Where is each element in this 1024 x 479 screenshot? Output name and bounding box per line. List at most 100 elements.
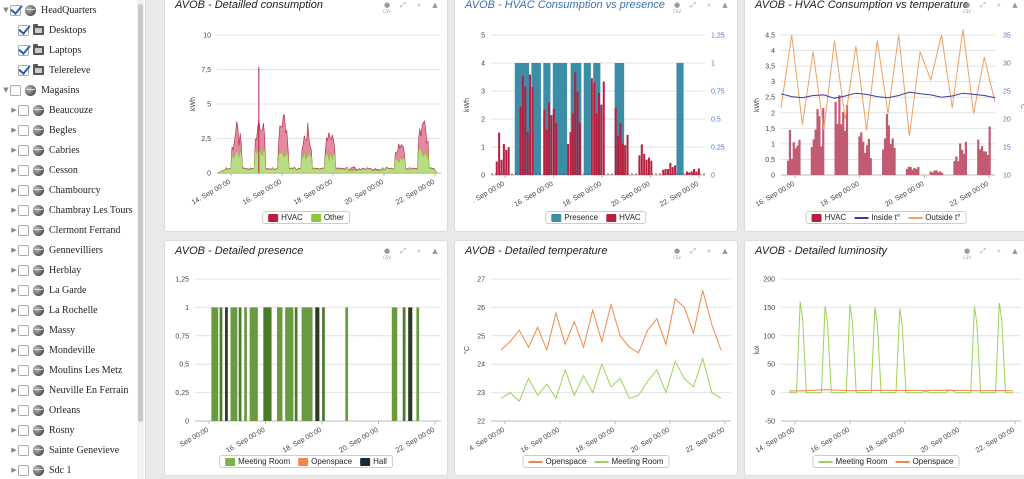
checkbox[interactable] bbox=[18, 444, 29, 456]
fullscreen-icon[interactable]: ⤢ bbox=[400, 1, 406, 9]
checkbox[interactable] bbox=[18, 324, 29, 336]
expand-arrow-icon[interactable]: ▼ bbox=[3, 6, 9, 14]
expand-arrow-icon[interactable]: ▶ bbox=[11, 186, 17, 194]
fullscreen-icon[interactable]: ⤢ bbox=[980, 247, 986, 255]
expand-arrow-icon[interactable]: ▶ bbox=[11, 386, 17, 394]
checkbox[interactable] bbox=[18, 124, 29, 136]
checkbox[interactable] bbox=[18, 284, 29, 296]
collapse-icon[interactable]: ▲ bbox=[722, 247, 728, 255]
tree-item-store[interactable]: ▶ Massy bbox=[10, 320, 75, 340]
tree-item-headquarters[interactable]: ▼ HeadQuarters bbox=[2, 0, 97, 20]
expand-arrow-icon[interactable]: ▶ bbox=[11, 146, 17, 154]
checkbox[interactable] bbox=[18, 104, 29, 116]
chart-title[interactable]: AVOB - HVAC Consumption vs presence bbox=[465, 0, 665, 11]
zoom-icon[interactable]: ⌕ bbox=[707, 247, 711, 255]
zoom-icon[interactable]: ⌕ bbox=[997, 247, 1001, 255]
collapse-icon[interactable]: ▲ bbox=[722, 1, 728, 9]
legend-item[interactable]: Presence bbox=[551, 213, 598, 222]
expand-arrow-icon[interactable]: ▶ bbox=[11, 406, 17, 414]
collapse-icon[interactable]: ▲ bbox=[432, 1, 438, 9]
zoom-icon[interactable]: ⌕ bbox=[417, 247, 421, 255]
expand-arrow-icon[interactable]: ▶ bbox=[11, 206, 17, 214]
tree-item-store[interactable]: ▶ Begles bbox=[10, 120, 76, 140]
checkbox[interactable] bbox=[10, 84, 21, 96]
tree-item-store[interactable]: ▶ Mondeville bbox=[10, 340, 95, 360]
collapse-icon[interactable]: ▲ bbox=[1012, 1, 1018, 9]
legend-item[interactable]: Openspace bbox=[895, 457, 953, 466]
expand-arrow-icon[interactable]: ▶ bbox=[11, 106, 17, 114]
fullscreen-icon[interactable]: ⤢ bbox=[690, 247, 696, 255]
fullscreen-icon[interactable]: ⤢ bbox=[980, 1, 986, 9]
expand-arrow-icon[interactable]: ▶ bbox=[11, 126, 17, 134]
collapse-icon[interactable]: ▲ bbox=[1012, 247, 1018, 255]
csv-export-button[interactable]: ● CSV bbox=[382, 247, 392, 260]
tree-item-store[interactable]: ▶ La Rochelle bbox=[10, 300, 98, 320]
tree-item-laptops[interactable]: Laptops bbox=[18, 40, 81, 60]
tree-item-store[interactable]: ▶ Orleans bbox=[10, 400, 80, 420]
checkbox[interactable] bbox=[10, 4, 21, 16]
checkbox[interactable] bbox=[18, 424, 29, 436]
checkbox[interactable] bbox=[18, 404, 29, 416]
tree-item-store[interactable]: ▶ Chambourcy bbox=[10, 180, 101, 200]
tree-item-telereleve[interactable]: Telereleve bbox=[18, 60, 91, 80]
csv-export-button[interactable]: ● CSV bbox=[962, 247, 972, 260]
legend-item[interactable]: Inside t° bbox=[854, 213, 900, 222]
expand-arrow-icon[interactable]: ▶ bbox=[11, 246, 17, 254]
checkbox[interactable] bbox=[18, 304, 29, 316]
checkbox[interactable] bbox=[18, 364, 29, 376]
checkbox[interactable] bbox=[18, 144, 29, 156]
legend-item[interactable]: HVAC bbox=[268, 213, 303, 222]
tree-item-store[interactable]: ▶ La Garde bbox=[10, 280, 86, 300]
legend-item[interactable]: HVAC bbox=[811, 213, 846, 222]
expand-arrow-icon[interactable]: ▶ bbox=[11, 166, 17, 174]
expand-arrow-icon[interactable]: ▶ bbox=[11, 286, 17, 294]
checkbox[interactable] bbox=[18, 44, 29, 56]
expand-arrow-icon[interactable]: ▶ bbox=[11, 326, 17, 334]
csv-export-button[interactable]: ● CSV bbox=[382, 1, 392, 14]
checkbox[interactable] bbox=[18, 264, 29, 276]
csv-export-button[interactable]: ● CSV bbox=[672, 1, 682, 14]
checkbox[interactable] bbox=[18, 24, 29, 36]
legend-item[interactable]: Meeting Room bbox=[594, 457, 663, 466]
checkbox[interactable] bbox=[18, 464, 29, 476]
expand-arrow-icon[interactable]: ▶ bbox=[11, 226, 17, 234]
legend-item[interactable]: Other bbox=[310, 213, 344, 222]
expand-arrow-icon[interactable]: ▶ bbox=[11, 266, 17, 274]
legend-item[interactable]: Outside t° bbox=[908, 213, 960, 222]
expand-arrow-icon[interactable]: ▶ bbox=[11, 426, 17, 434]
legend-item[interactable]: Meeting Room bbox=[818, 457, 888, 466]
csv-export-button[interactable]: ● CSV bbox=[672, 247, 682, 260]
tree-item-store[interactable]: ▶ Cesson bbox=[10, 160, 78, 180]
legend-item[interactable]: Openspace bbox=[298, 457, 352, 466]
zoom-icon[interactable]: ⌕ bbox=[997, 1, 1001, 9]
tree-item-store[interactable]: ▶ Rosny bbox=[10, 420, 75, 440]
expand-arrow-icon[interactable]: ▶ bbox=[11, 446, 17, 454]
checkbox[interactable] bbox=[18, 184, 29, 196]
tree-item-store[interactable]: ▶ Clermont Ferrand bbox=[10, 220, 120, 240]
legend-item[interactable]: Openspace bbox=[528, 457, 586, 466]
checkbox[interactable] bbox=[18, 244, 29, 256]
expand-arrow-icon[interactable]: ▶ bbox=[11, 306, 17, 314]
fullscreen-icon[interactable]: ⤢ bbox=[690, 1, 696, 9]
collapse-icon[interactable]: ▲ bbox=[432, 247, 438, 255]
tree-item-magasins[interactable]: ▼ Magasins bbox=[2, 80, 79, 100]
expand-arrow-icon[interactable]: ▶ bbox=[11, 466, 17, 474]
checkbox[interactable] bbox=[18, 64, 29, 76]
tree-item-store[interactable]: ▶ Sainte Genevieve bbox=[10, 440, 119, 460]
tree-item-store[interactable]: ▶ Beaucouze bbox=[10, 100, 93, 120]
fullscreen-icon[interactable]: ⤢ bbox=[400, 247, 406, 255]
checkbox[interactable] bbox=[18, 224, 29, 236]
checkbox[interactable] bbox=[18, 164, 29, 176]
tree-item-store[interactable]: ▶ Cabries bbox=[10, 140, 80, 160]
zoom-icon[interactable]: ⌕ bbox=[707, 1, 711, 9]
legend-item[interactable]: HVAC bbox=[606, 213, 641, 222]
csv-export-button[interactable]: ● CSV bbox=[962, 1, 972, 14]
checkbox[interactable] bbox=[18, 344, 29, 356]
expand-arrow-icon[interactable]: ▼ bbox=[3, 86, 9, 94]
legend-item[interactable]: Hall bbox=[360, 457, 387, 466]
legend-item[interactable]: Meeting Room bbox=[225, 457, 290, 466]
expand-arrow-icon[interactable]: ▶ bbox=[11, 346, 17, 354]
zoom-icon[interactable]: ⌕ bbox=[417, 1, 421, 9]
tree-item-store[interactable]: ▶ Gennevilliers bbox=[10, 240, 103, 260]
tree-item-desktops[interactable]: Desktops bbox=[18, 20, 86, 40]
